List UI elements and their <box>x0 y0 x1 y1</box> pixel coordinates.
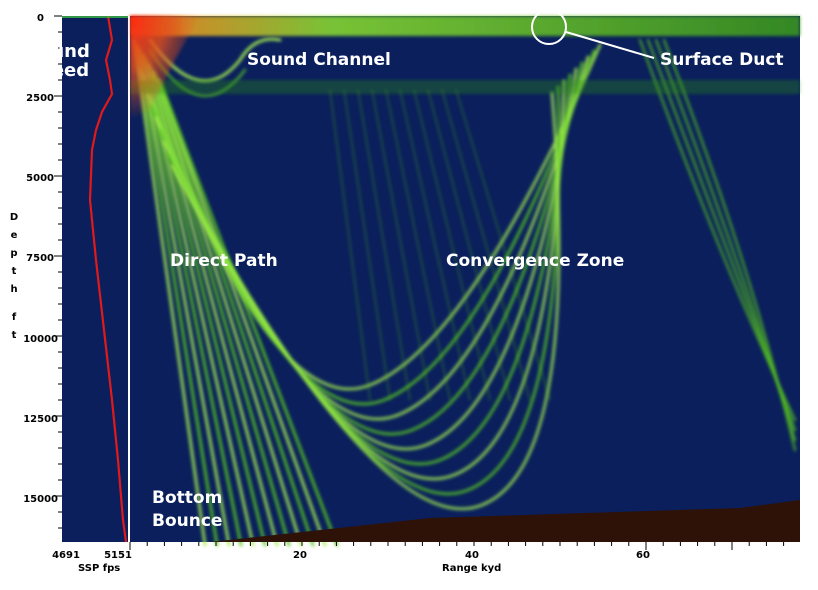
faint-ray <box>329 89 371 401</box>
faint-ray <box>357 89 411 401</box>
convergence-zone-label: Convergence Zone <box>446 251 624 271</box>
ssp-tick-label: 4691 <box>52 550 80 561</box>
depth-axis-letter: t <box>12 330 17 341</box>
depth-tick-label: 12500 <box>23 414 58 425</box>
sound-speed-label-line1: Sound <box>26 41 90 62</box>
faint-ray <box>413 89 491 401</box>
depth-tick-label: 7500 <box>26 253 54 264</box>
surface-duct-leader-line <box>565 31 655 59</box>
direct-path-ray <box>132 38 207 547</box>
range-tick-marks <box>129 542 785 550</box>
depth-tick-label: 15000 <box>23 494 58 505</box>
depth-tick-marks <box>54 15 62 529</box>
direct-path-ray <box>155 74 315 547</box>
faint-ray <box>385 89 451 401</box>
depth-axis-letter: p <box>10 248 17 259</box>
depth-axis-letter: e <box>11 230 18 241</box>
faint-ray <box>371 89 431 401</box>
faint-ray <box>343 89 391 401</box>
sound-channel-loop <box>148 37 282 83</box>
depth-tick-label: 5000 <box>26 173 54 184</box>
depth-tick-label: 10000 <box>23 334 58 345</box>
source-hot-zone <box>130 16 200 120</box>
direct-path-label: Direct Path <box>170 251 278 271</box>
depth-tick-label: 0 <box>37 13 44 24</box>
convergence-ray <box>170 91 561 511</box>
direct-path-ray <box>157 78 327 547</box>
ssp-axis-title: SSP fps <box>78 563 120 574</box>
depth-axis-letter: h <box>10 284 17 295</box>
depth-axis-letter: t <box>12 266 17 277</box>
sound-speed-curve <box>88 15 128 543</box>
depth-axis-letter: D <box>10 212 18 223</box>
range-tick-label: 60 <box>636 550 650 561</box>
convergence-zone-rays <box>138 38 797 511</box>
ssp-tick-label: 5151 <box>104 550 132 561</box>
range-tick-label: 20 <box>293 550 307 561</box>
direct-path-ray <box>160 82 339 547</box>
depth-axis-letter: f <box>12 312 17 323</box>
bottom-bounce-label-line1: Bottom <box>152 488 222 508</box>
range-tick-label: 40 <box>465 550 479 561</box>
seabed <box>210 500 800 542</box>
direct-path-ray <box>135 42 219 547</box>
surface-duct-label: Surface Duct <box>660 50 784 70</box>
depth-tick-label: 2500 <box>26 93 54 104</box>
convergence-ray <box>138 43 602 391</box>
sound-channel-label: Sound Channel <box>247 50 391 70</box>
faint-ray <box>441 89 531 401</box>
sound-speed-label-line2: Speed <box>26 60 89 81</box>
bottom-bounce-label-line2: Bounce <box>152 511 222 531</box>
faint-ray <box>399 89 471 401</box>
direct-path-ray <box>137 46 231 547</box>
direct-path-ray <box>140 50 243 547</box>
faint-ray <box>427 89 511 401</box>
second-zone-ray <box>662 38 797 452</box>
surface-mottle-band <box>130 80 800 94</box>
faint-ray <box>455 89 551 401</box>
surface-duct-band <box>130 16 800 36</box>
surface-duct-marker-circle <box>531 9 567 45</box>
faint-bottom-rays <box>329 89 551 401</box>
direct-path-ray <box>152 70 303 547</box>
range-axis-title: Range kyd <box>442 563 501 574</box>
direct-path-ray <box>150 66 291 547</box>
